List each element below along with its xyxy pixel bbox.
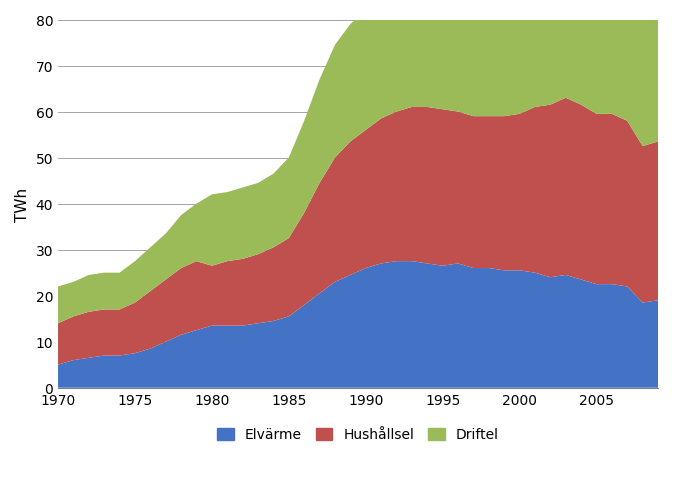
Y-axis label: TWh: TWh bbox=[15, 187, 30, 221]
Legend: Elvärme, Hushållsel, Driftel: Elvärme, Hushållsel, Driftel bbox=[211, 422, 505, 447]
